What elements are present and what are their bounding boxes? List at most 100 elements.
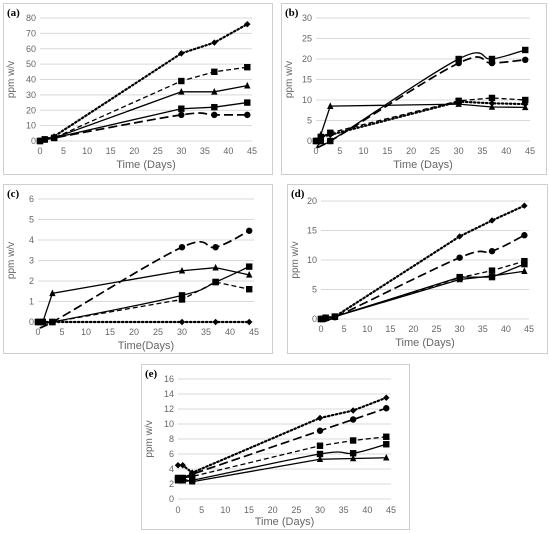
xtick-label-a-7: 35	[200, 146, 210, 156]
data-point-c-4-3	[178, 318, 186, 326]
x-axis-label-e: Time (Days)	[255, 516, 314, 528]
xtick-label-b-0: 0	[313, 146, 318, 156]
xtick-label-d-9: 45	[524, 324, 534, 334]
xtick-label-b-1: 5	[337, 146, 342, 156]
data-point-b-0-5	[522, 46, 529, 54]
xtick-label-b-9: 45	[525, 146, 535, 156]
ytick-label-b-4: 20	[302, 54, 312, 64]
data-point-a-0-3	[178, 50, 185, 57]
chart-a-svg: 0 10 20 30 40 50 60 70 80 0 5 10 15 20 25 30 35 40 45 Time …	[6, 13, 257, 171]
data-point-d-1-5	[521, 232, 528, 239]
series-d-4	[317, 267, 528, 322]
ytick-label-b-6: 30	[302, 13, 312, 23]
data-point-d-0-4	[488, 217, 496, 224]
xtick-label-c-9: 45	[249, 327, 259, 337]
xtick-label-e-4: 20	[268, 505, 278, 515]
data-point-e-4-1	[179, 474, 186, 482]
xtick-label-c-8: 40	[225, 327, 235, 337]
data-point-a-2-3	[178, 88, 185, 95]
data-point-d-4-1	[322, 314, 329, 321]
data-point-b-4-3	[455, 100, 462, 107]
ytick-label-d-2: 10	[307, 255, 317, 265]
data-point-d-3-5	[521, 260, 528, 268]
data-point-c-4-2	[49, 318, 56, 326]
series-line-e-3	[178, 443, 387, 483]
xtick-label-b-8: 40	[501, 146, 511, 156]
data-point-a-1-3	[178, 77, 185, 85]
ytick-label-c-4: 4	[29, 235, 34, 245]
panel-label-b: (b)	[285, 7, 299, 19]
series-b-2	[312, 94, 529, 145]
data-point-e-4-2	[189, 477, 196, 485]
data-point-e-1-5	[383, 405, 390, 412]
data-point-c-3-3	[178, 296, 186, 303]
data-point-c-1-2	[49, 289, 56, 297]
xtick-label-e-6: 30	[315, 505, 325, 515]
chart-e-svg: 0 2 4 6 8 10 12 14 16 0 5 10 15 20 25 30 35 40 45 Time (Day…	[144, 374, 396, 528]
data-point-c-4-5	[246, 318, 253, 326]
chart-panel-c: (c) 0 1 2 3 4 5 6 0 5 10 15 20 25 30 35 40 45 Time(Days) p…	[3, 184, 273, 354]
ytick-label-b-1: 5	[307, 116, 312, 126]
xtick-label-e-7: 35	[339, 505, 349, 515]
data-point-b-1-2	[327, 137, 334, 145]
xtick-label-c-1: 5	[59, 327, 64, 337]
data-point-c-4-0	[34, 318, 42, 326]
data-point-b-3-2	[327, 131, 334, 139]
data-point-b-0-4	[488, 55, 496, 63]
data-point-a-0-5	[244, 20, 251, 28]
ytick-label-c-0: 0	[29, 317, 34, 327]
series-e-4	[174, 453, 390, 485]
ytick-label-c-6: 6	[29, 194, 34, 204]
ytick-label-e-3: 6	[169, 449, 174, 459]
chart-b-svg: 0 5 10 15 20 25 30 0 5 10 15 20 25 30 35 40 45 Time (Days…	[284, 13, 535, 171]
x-axis-label-a: Time (Days)	[116, 159, 175, 171]
xtick-label-e-3: 15	[244, 505, 254, 515]
data-point-a-2-4	[211, 88, 218, 95]
xtick-label-c-3: 15	[105, 327, 115, 337]
series-e-1	[174, 405, 390, 482]
ytick-label-e-4: 8	[169, 434, 174, 444]
xtick-label-e-5: 25	[291, 505, 301, 515]
data-point-b-4-1	[317, 131, 324, 138]
data-point-c-3-5	[246, 286, 253, 293]
data-point-e-0-1	[179, 462, 186, 469]
data-point-c-1-3	[178, 266, 186, 274]
chart-d-svg: 0 5 10 15 20 0 5 10 15 20 25 30 35 40 45 Time (Days) ppm…	[290, 196, 534, 349]
ytick-label-a-7: 70	[26, 28, 36, 38]
data-point-a-1-5	[244, 64, 251, 71]
xtick-label-a-6: 30	[176, 146, 186, 156]
ytick-label-b-5: 25	[302, 34, 312, 44]
data-point-e-4-4	[349, 454, 357, 462]
y-axis-label-c: ppm w/v	[6, 242, 17, 279]
data-point-e-0-5	[383, 394, 390, 401]
series-e-2	[174, 433, 390, 482]
series-b-1	[312, 56, 529, 149]
ytick-label-d-1: 5	[312, 285, 317, 295]
ytick-label-a-6: 60	[26, 44, 36, 54]
xtick-label-e-0: 0	[175, 505, 180, 515]
series-e-0	[174, 394, 390, 476]
ytick-label-a-4: 40	[26, 75, 36, 85]
data-point-a-0-4	[211, 39, 218, 46]
series-c-2	[34, 263, 253, 326]
chart-panel-e: (e) 0 2 4 6 8 10 12 14 16 0 5 10 15 20 25 30 35 40 45 Time …	[141, 364, 410, 530]
data-point-d-1-3	[456, 254, 463, 261]
ytick-label-a-2: 20	[26, 105, 36, 115]
xtick-label-c-7: 35	[201, 327, 211, 337]
series-line-b-2	[315, 97, 526, 142]
data-point-e-3-5	[383, 441, 390, 448]
xtick-label-a-2: 10	[82, 146, 92, 156]
xtick-label-b-3: 15	[382, 146, 392, 156]
data-point-e-0-4	[349, 407, 357, 414]
xtick-label-a-4: 20	[129, 146, 139, 156]
x-axis-label-d: Time (Days)	[395, 337, 454, 349]
xtick-label-d-7: 35	[478, 324, 488, 334]
data-point-a-3-5	[244, 99, 251, 106]
data-point-a-1-4	[211, 68, 218, 76]
xtick-label-d-8: 40	[501, 324, 511, 334]
data-point-c-0-5	[246, 227, 253, 234]
ytick-label-c-2: 2	[29, 276, 34, 286]
xtick-label-a-5: 25	[153, 146, 163, 156]
data-point-c-2-3	[178, 292, 186, 299]
xtick-label-b-4: 20	[406, 146, 416, 156]
